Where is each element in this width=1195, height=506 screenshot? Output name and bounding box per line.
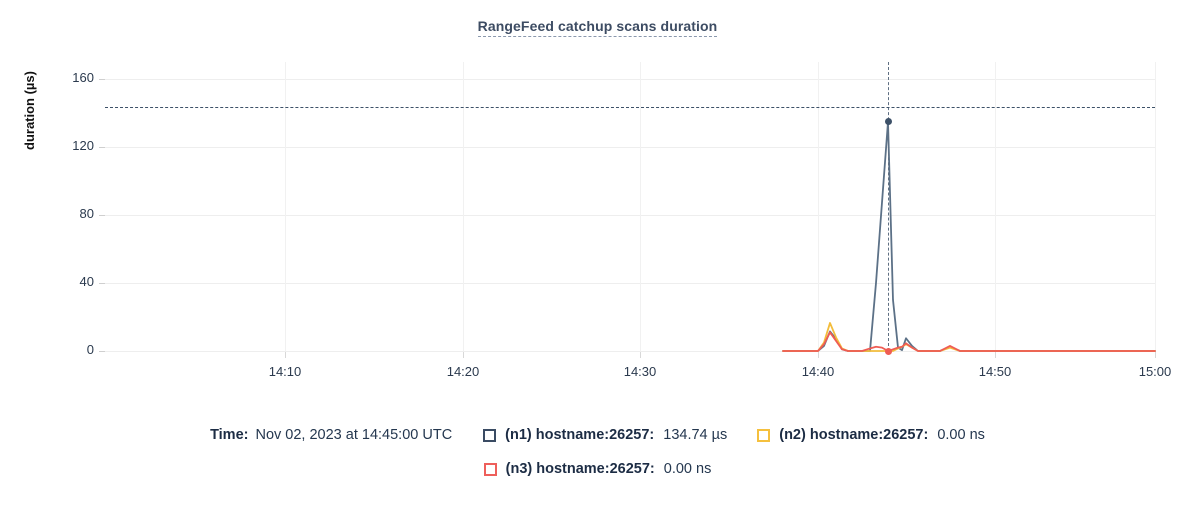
x-tick-mark (1155, 351, 1156, 358)
vertical-gridline (640, 62, 641, 351)
vertical-gridline (1155, 62, 1156, 351)
x-tick-label: 14:20 (446, 364, 480, 379)
legend-swatch-n2[interactable] (757, 428, 771, 442)
x-tick-mark (818, 351, 819, 358)
hover-point-marker (884, 118, 892, 126)
legend-entry-n1[interactable]: (n1) hostname:26257: 134.74 µs (483, 427, 727, 443)
y-tick-mark (99, 147, 105, 148)
gridline (105, 79, 1155, 80)
legend-swatch-n3[interactable] (483, 462, 497, 476)
y-tick-label: 160 (72, 70, 94, 85)
x-tick-label: 14:10 (268, 364, 302, 379)
x-tick-label: 14:30 (623, 364, 657, 379)
x-tick-label: 14:40 (801, 364, 835, 379)
legend-entry-n2[interactable]: (n2) hostname:26257: 0.00 ns (757, 427, 985, 443)
legend-colon-n2: : (923, 427, 929, 443)
y-tick-label: 80 (79, 206, 94, 221)
gridline (105, 215, 1155, 216)
legend-colon-n3: : (649, 461, 655, 477)
legend-label-n1: (n1) hostname:26257 (505, 427, 650, 443)
legend-time-label: Time: (210, 427, 249, 443)
y-tick-mark (99, 215, 105, 216)
y-tick-mark (99, 351, 105, 352)
x-tick-mark (995, 351, 996, 358)
y-tick-label: 0 (86, 342, 94, 357)
legend-entry-n3[interactable]: (n3) hostname:26257: 0.00 ns (483, 461, 712, 477)
series-lines (782, 121, 1156, 352)
legend-time-value: Nov 02, 2023 at 14:45:00 UTC (255, 427, 453, 443)
series-line-2 (782, 322, 1156, 352)
x-tick-mark (285, 351, 286, 358)
plot-area[interactable] (105, 62, 1156, 355)
legend-value-n1: 134.74 µs (663, 427, 728, 443)
x-tick-label: 14:50 (978, 364, 1012, 379)
vertical-gridline (818, 62, 819, 351)
vertical-gridline (995, 62, 996, 351)
legend-value-n3: 0.00 ns (663, 461, 712, 477)
legend-row: Time: Nov 02, 2023 at 14:45:00 UTC (n1) … (0, 418, 1195, 452)
x-tick-mark (640, 351, 641, 358)
legend-swatch-n1[interactable] (483, 428, 497, 442)
gridline (105, 351, 1155, 352)
chart-legend: Time: Nov 02, 2023 at 14:45:00 UTC (n1) … (0, 418, 1195, 486)
legend-colon-n1: : (649, 427, 655, 443)
crosshair-vertical-line (888, 62, 889, 351)
legend-label-n3: (n3) hostname:26257 (505, 461, 650, 477)
hover-point-marker (884, 347, 892, 355)
gridline (105, 147, 1155, 148)
page-title: RangeFeed catchup scans duration (0, 18, 1195, 37)
x-tick-label: 15:00 (1138, 364, 1172, 379)
y-tick-mark (99, 283, 105, 284)
y-tick-label: 120 (72, 138, 94, 153)
series-line-1 (782, 121, 1156, 352)
y-tick-label: 40 (79, 274, 94, 289)
x-tick-mark (463, 351, 464, 358)
y-tick-mark (99, 79, 105, 80)
legend-label-n2: (n2) hostname:26257 (779, 427, 924, 443)
gridline (105, 283, 1155, 284)
vertical-gridline (463, 62, 464, 351)
chart-title-text: RangeFeed catchup scans duration (477, 18, 718, 37)
legend-value-n2: 0.00 ns (937, 427, 985, 443)
legend-row: (n3) hostname:26257: 0.00 ns (0, 452, 1195, 486)
crosshair-horizontal-line (105, 107, 1155, 108)
vertical-gridline (285, 62, 286, 351)
